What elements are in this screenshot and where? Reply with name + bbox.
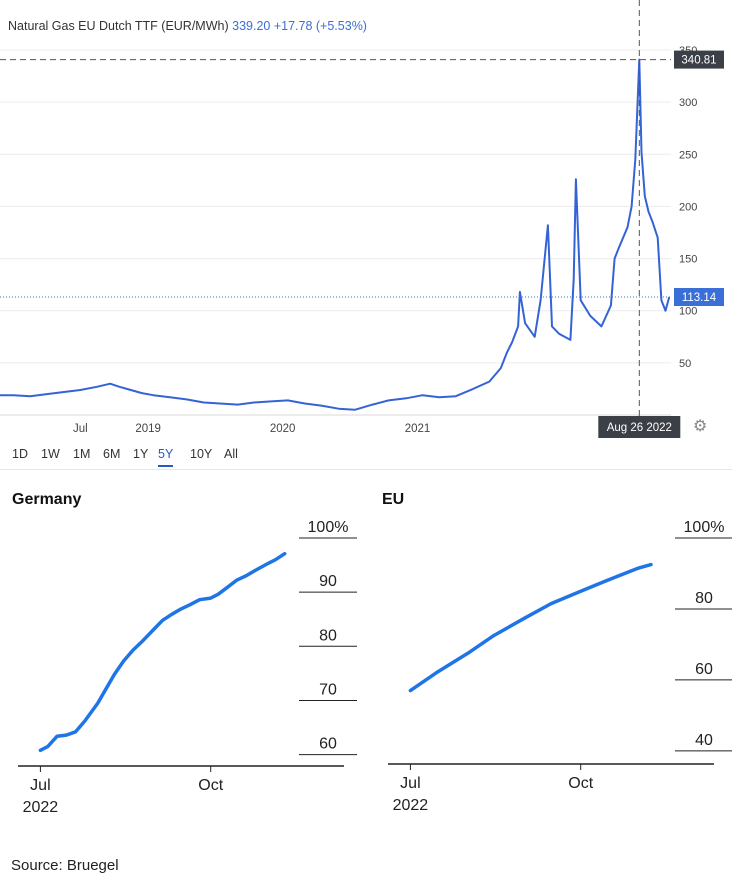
- y-tick-label: 90: [319, 573, 337, 590]
- y-tick-label: 80: [695, 590, 713, 607]
- y-tick-label: 150: [679, 254, 697, 266]
- y-tick-label: 60: [319, 736, 337, 753]
- x-tick-label: Jul: [30, 777, 50, 794]
- y-tick-label: 80: [319, 627, 337, 644]
- range-10y-button[interactable]: 10Y: [190, 447, 213, 461]
- range-1m-button[interactable]: 1M: [73, 447, 91, 461]
- y-tick-label: 200: [679, 201, 697, 213]
- x-tick-year-label: 2022: [23, 799, 59, 816]
- eu-storage-panel: 40 60 80 100% Jul 2022 Oct EU: [366, 478, 732, 850]
- range-1d-button[interactable]: 1D: [12, 447, 28, 461]
- range-5y-button[interactable]: 5Y: [158, 447, 174, 467]
- range-6m-button[interactable]: 6M: [103, 447, 121, 461]
- instrument-header: Natural Gas EU Dutch TTF (EUR/MWh) 339.2…: [8, 19, 367, 33]
- current-value-badge: [674, 288, 724, 307]
- x-tick-label: Jul: [73, 423, 88, 435]
- y-tick-label: 60: [695, 661, 713, 678]
- range-1w-button[interactable]: 1W: [41, 447, 60, 461]
- source-note: Source: Bruegel: [11, 857, 119, 874]
- ttf-price-chart[interactable]: 50100150200250300350Jul201920202021340.8…: [0, 0, 732, 478]
- eu-storage-plot: 40 60 80 100% Jul 2022 Oct: [388, 519, 732, 814]
- ttf-price-plot[interactable]: 50100150200250300350Jul201920202021340.8…: [0, 0, 732, 478]
- y-tick-label: 40: [695, 732, 713, 749]
- germany-storage-panel: 60 70 80 90 100% Jul 2022 Oct Germany: [0, 478, 366, 850]
- instrument-name: Natural Gas EU Dutch TTF (EUR/MWh): [8, 19, 229, 33]
- divider: [0, 469, 732, 470]
- y-tick-label: 300: [679, 97, 697, 109]
- storage-line: [38, 551, 287, 753]
- gear-icon[interactable]: ⚙: [693, 418, 708, 435]
- crosshair-date-badge: [598, 416, 681, 438]
- current-value-label: 113.14: [682, 292, 717, 304]
- crosshair-value-label: 340.81: [681, 55, 716, 67]
- y-tick-label: 100: [679, 306, 697, 318]
- price-change: +17.78 (+5.53%): [273, 19, 367, 33]
- x-tick-year-label: 2022: [393, 797, 429, 814]
- x-tick-label: Oct: [198, 777, 223, 794]
- crosshair-date-label: Aug 26 2022: [607, 422, 672, 434]
- x-tick-label: 2021: [405, 423, 431, 435]
- crosshair-value-badge: [674, 50, 724, 69]
- last-price: 339.20: [232, 19, 271, 33]
- range-all-button[interactable]: All: [224, 447, 238, 461]
- eu-panel-title: EU: [382, 491, 405, 508]
- y-tick-label: 100%: [308, 519, 349, 536]
- x-tick-label: Oct: [568, 775, 593, 792]
- germany-storage-plot: 60 70 80 90 100% Jul 2022 Oct: [18, 519, 357, 816]
- y-tick-label: 50: [679, 358, 691, 370]
- storage-line: [408, 562, 653, 693]
- ttf-price-line: [0, 58, 671, 411]
- time-range-selector: 1D 1W 1M 6M 1Y 5Y 10Y All: [0, 443, 732, 473]
- y-tick-label: 250: [679, 149, 697, 161]
- x-tick-label: Jul: [400, 775, 420, 792]
- germany-panel-title: Germany: [12, 491, 82, 508]
- range-1y-button[interactable]: 1Y: [133, 447, 149, 461]
- y-tick-label: 70: [319, 681, 337, 698]
- x-tick-label: 2020: [270, 423, 296, 435]
- x-tick-label: 2019: [135, 423, 161, 435]
- y-tick-label: 100%: [684, 519, 725, 536]
